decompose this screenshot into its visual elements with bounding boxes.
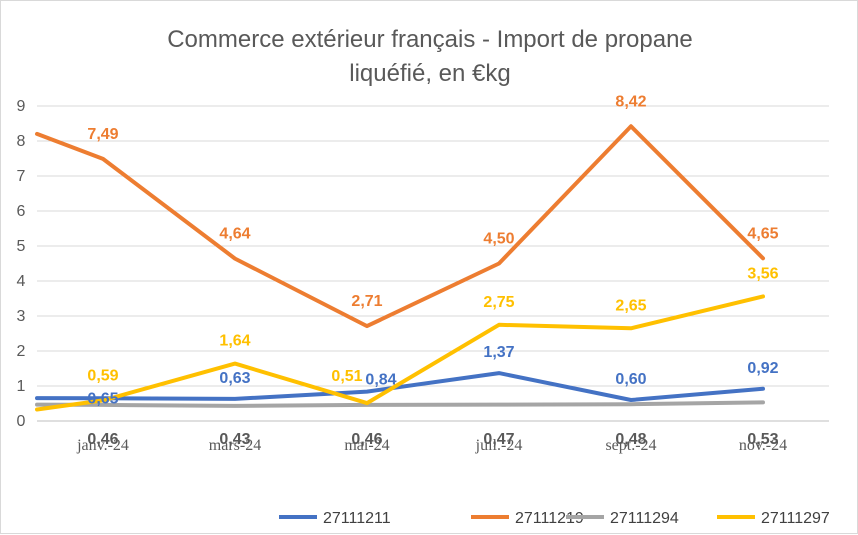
y-tick-label: 2 [17, 343, 26, 360]
x-tick-label: janv.-24 [76, 437, 129, 454]
y-tick-label: 5 [17, 238, 26, 255]
data-label: 8,42 [615, 93, 646, 110]
x-tick-label: juil.-24 [475, 437, 523, 454]
gridlines [37, 105, 829, 387]
y-axis: 0 1 2 3 4 5 6 7 8 9 [17, 98, 26, 430]
data-label: 0,92 [747, 360, 778, 377]
data-label: 2,71 [351, 293, 382, 310]
data-label: 1,64 [219, 333, 250, 350]
data-label: 4,65 [747, 225, 778, 242]
chart-title-line2: liquéfié, en €kg [349, 60, 510, 87]
series-line-27111297 [35, 294, 765, 412]
data-labels: 0,65 0,63 0,84 1,37 0,60 0,92 7,49 4,64 2,71 4,50… [87, 93, 778, 448]
data-label: 0,84 [365, 372, 396, 389]
data-label: 0,59 [87, 367, 118, 384]
x-tick-label: nov.-24 [739, 437, 787, 454]
legend-label: 27111219 [515, 510, 584, 527]
data-label: 0,65 [87, 390, 118, 407]
data-label: 4,64 [219, 226, 250, 243]
data-label: 0,48 [615, 431, 646, 448]
data-label: 0,51 [331, 368, 362, 385]
data-label: 0,43 [219, 431, 250, 448]
data-label: 1,37 [483, 344, 514, 361]
x-axis: janv.-24 mars-24 mai-24 juil.-24 sept.-24 nov… [37, 420, 829, 454]
series-line-27111211 [35, 371, 765, 402]
data-label: 0,63 [219, 370, 250, 387]
legend-label: 27111294 [610, 510, 679, 527]
y-tick-label: 4 [17, 273, 26, 290]
y-tick-label: 0 [17, 413, 26, 430]
series-lines [35, 124, 765, 412]
y-tick-label: 7 [17, 168, 26, 185]
data-label: 2,75 [483, 294, 514, 311]
y-tick-label: 1 [17, 378, 26, 395]
data-label: 2,65 [615, 297, 646, 314]
legend: 27111211 27111219 27111294 27111297 [279, 510, 830, 527]
series-line-27111294 [35, 400, 765, 408]
x-tick-label: sept.-24 [605, 437, 656, 454]
x-tick-label: mars-24 [209, 437, 261, 454]
data-label: 0,47 [483, 431, 514, 448]
y-tick-label: 3 [17, 308, 26, 325]
x-tick-label: mai-24 [344, 437, 389, 454]
data-label: 0,46 [351, 431, 382, 448]
y-tick-label: 8 [17, 133, 26, 150]
series-line-27111219 [35, 124, 765, 329]
data-label: 0,53 [747, 431, 778, 448]
data-label: 0,60 [615, 371, 646, 388]
data-label: 0,46 [87, 431, 118, 448]
y-tick-label: 6 [17, 203, 26, 220]
y-tick-label: 9 [17, 98, 26, 115]
data-label: 4,50 [483, 231, 514, 248]
data-label: 3,56 [747, 265, 778, 282]
legend-label: 27111297 [761, 510, 830, 527]
data-label: 7,49 [87, 126, 118, 143]
legend-label: 27111211 [323, 510, 391, 527]
chart-title: Commerce extérieur français - Import de … [167, 26, 693, 53]
